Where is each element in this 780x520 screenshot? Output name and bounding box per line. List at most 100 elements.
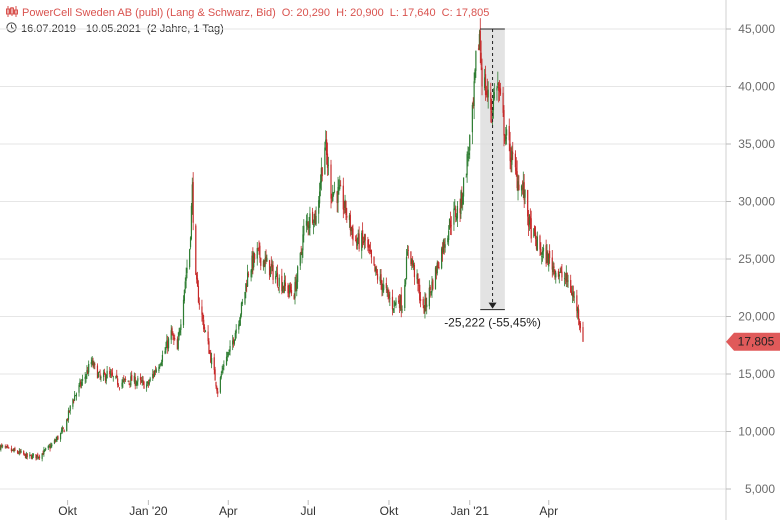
candle-body [271,264,273,267]
candle-body [498,87,501,93]
candle-body [473,81,475,107]
candle-body [26,453,28,458]
candle-body [534,232,537,239]
candle-body [160,364,162,365]
candle-body [387,290,389,294]
candle-body [123,378,125,380]
candle-body [498,84,500,91]
candle-body [140,380,142,382]
candle-body [210,352,212,363]
candle-body [546,251,548,263]
candle-body [164,351,166,354]
candle-body [578,321,581,325]
candle-body [502,92,504,113]
candle-body [563,278,566,280]
candle-body [214,369,216,381]
candle-body [450,225,452,227]
candle-body [356,241,358,246]
candle-body [195,225,197,275]
candle-body [79,381,81,385]
candle-body [60,430,63,432]
candle-body [472,101,474,105]
candle-body [88,363,90,373]
candle-body [196,278,199,287]
candle-body [480,52,482,65]
candle-body [553,266,555,268]
candle-body [352,228,354,241]
candle-body [222,368,224,369]
y-tick-label: 35,000 [738,137,775,151]
candle-body [20,450,22,453]
candle-body [183,289,185,301]
candle-body [284,282,286,287]
candle-body [419,298,422,301]
candle-body [146,381,149,384]
candle-body [32,454,34,456]
candle-body [326,139,328,156]
candle-body [516,171,518,189]
candle-body [137,378,139,382]
candle-body [196,274,198,280]
candle-body [159,365,161,367]
candle-body [38,456,41,459]
candle-body [203,327,206,330]
candle-body [31,455,33,459]
candle-body [98,371,100,373]
candle-body [185,274,187,281]
candle-body [198,303,200,305]
candle-body [293,295,295,300]
candle-body [467,156,469,158]
candle-body [109,371,111,375]
candle-body [92,361,94,367]
candle-body [234,332,236,341]
candle-body [115,376,117,378]
candle-body [38,457,40,459]
candle-body [72,399,74,407]
x-tick-label: Jan '21 [451,504,490,518]
candle-body [178,331,180,337]
candle-body [346,215,348,218]
candle-body [124,378,127,381]
candle-body [94,363,96,365]
candle-body [8,447,10,449]
candle-body [211,357,213,365]
candle-body [59,432,62,440]
candle-body [518,184,520,191]
candle-body [170,330,172,340]
candle-body [478,34,480,50]
candle-body [523,182,525,201]
candle-body [23,451,25,455]
candle-body [503,110,505,136]
candle-body [174,338,176,340]
candle-body [262,260,265,267]
candle-body [53,440,56,444]
candle-body [232,340,234,345]
candle-body [19,450,21,453]
candle-body [229,345,231,352]
candle-body [455,216,458,220]
candle-body [362,241,365,244]
candle-body [337,186,339,203]
candle-body [432,280,434,290]
candle-body [139,377,142,380]
candle-body [207,331,209,342]
candle-body [0,445,2,450]
candle-body [300,251,302,253]
candle-body [288,290,290,292]
open-value: O: 20,290 [281,7,331,19]
candle-body [129,383,131,385]
candle-body [228,349,230,352]
candle-body [25,453,27,459]
candle-body [459,208,461,213]
candle-body [51,444,53,446]
candle-body [314,210,316,224]
candle-body [148,381,150,385]
candle-body [268,260,271,276]
candle-body [522,182,524,191]
candle-body [554,269,556,278]
candle-body [86,370,88,375]
candle-body [153,373,155,376]
candle-body [147,382,149,385]
candle-body [318,200,320,214]
